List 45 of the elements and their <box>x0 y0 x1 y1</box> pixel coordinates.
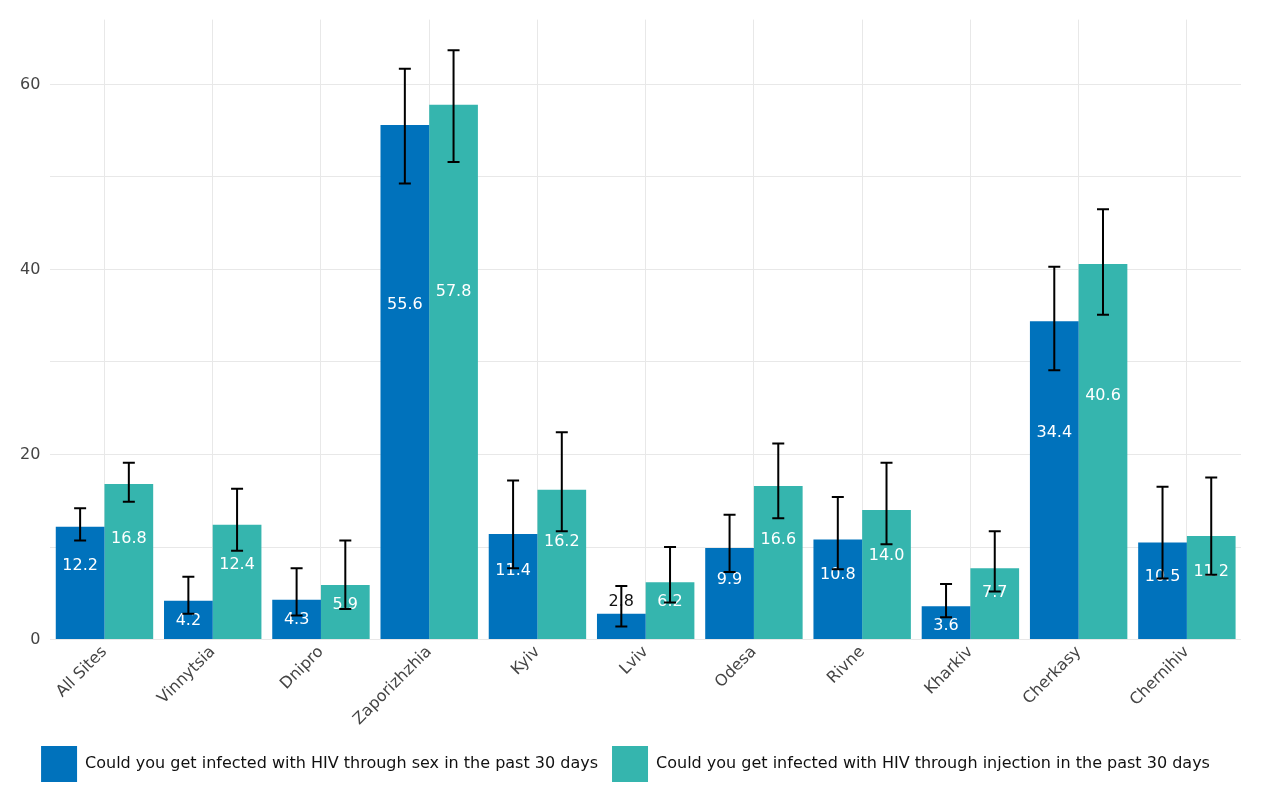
bar <box>537 489 587 640</box>
data-label: 11.4 <box>495 560 531 580</box>
y-tick-label: 0 <box>30 628 41 648</box>
bar <box>488 534 538 640</box>
data-label: 55.6 <box>387 294 423 314</box>
x-tick-label: Lviv <box>615 641 652 678</box>
legend-label: Could you get infected with HIV through injection in the past 30 days <box>656 753 1210 773</box>
data-label: 57.8 <box>435 281 472 301</box>
bar <box>1029 321 1079 640</box>
data-label: 16.8 <box>111 527 147 547</box>
data-label: 6.2 <box>657 591 683 611</box>
data-label: 4.2 <box>175 609 202 629</box>
bar <box>1186 535 1236 640</box>
bar <box>862 510 911 640</box>
bar <box>55 526 105 640</box>
bar <box>164 600 213 640</box>
data-label: 9.9 <box>716 569 743 589</box>
data-label: 16.2 <box>543 531 580 551</box>
bar <box>753 485 803 640</box>
data-label: 10.8 <box>819 563 856 583</box>
data-label: 40.6 <box>1085 384 1121 404</box>
bar <box>1138 542 1187 640</box>
bar <box>212 524 262 640</box>
y-tick-label: 60 <box>20 73 41 93</box>
data-label: 7.7 <box>982 582 1008 602</box>
bar <box>970 568 1020 640</box>
bar <box>104 484 154 640</box>
data-label: 12.4 <box>219 554 255 574</box>
bar <box>429 104 478 640</box>
bar <box>380 125 430 640</box>
bar <box>813 539 863 640</box>
data-label: 3.6 <box>933 615 959 635</box>
data-label: 12.2 <box>62 555 98 575</box>
y-tick-label: 20 <box>20 443 41 463</box>
y-tick-label: 40 <box>20 258 41 278</box>
data-label: 34.4 <box>1036 421 1073 441</box>
bar <box>1078 263 1128 640</box>
bar <box>705 547 754 640</box>
data-label: 4.3 <box>283 608 310 628</box>
data-label: 14.0 <box>868 544 905 564</box>
data-label: 16.6 <box>760 528 797 548</box>
bar <box>596 613 646 640</box>
bar <box>272 599 321 640</box>
legend-label: Could you get infected with HIV through sex in the past 30 days <box>85 753 599 773</box>
bar <box>645 582 695 640</box>
